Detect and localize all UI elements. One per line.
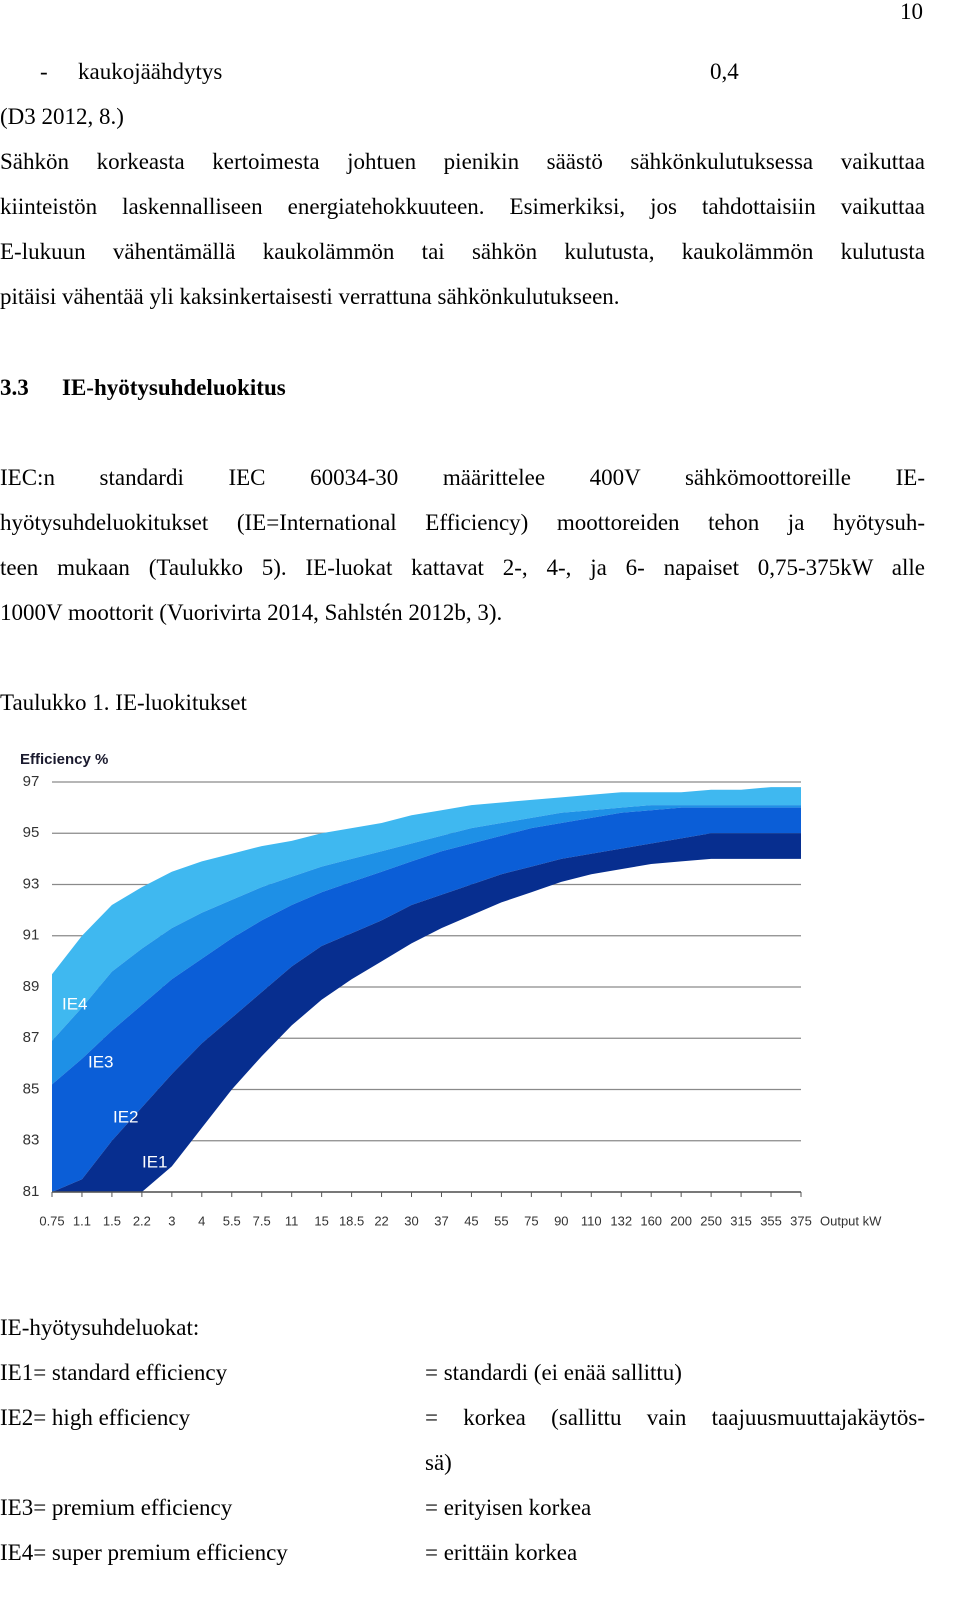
class-term: IE3= premium efficiency [0, 1495, 233, 1520]
paragraph-line: pitäisi vähentää yli kaksinkertaisesti v… [0, 284, 620, 309]
x-tick-label: 37 [434, 1213, 448, 1228]
paragraph-line: hyötysuhdeluokitukset (IE=International … [0, 510, 925, 535]
x-tick-label: 7.5 [253, 1213, 271, 1228]
band-label: IE3 [88, 1052, 114, 1071]
class-term: IE4= super premium efficiency [0, 1540, 288, 1565]
class-meaning: = korkea (sallittu vain taajuusmuuttajak… [425, 1405, 925, 1430]
paragraph-line: kiinteistön laskennalliseen energiatehok… [0, 194, 925, 219]
x-tick-label: 5.5 [223, 1213, 241, 1228]
classes-title: IE-hyötysuhdeluokat: [0, 1315, 200, 1340]
list-value: 0,4 [710, 59, 739, 84]
y-tick-label: 89 [23, 978, 40, 995]
x-tick-label: 2.2 [133, 1213, 151, 1228]
x-tick-label: 11 [285, 1213, 299, 1228]
x-tick-label: 18.5 [339, 1213, 364, 1228]
x-tick-label: 45 [464, 1213, 478, 1228]
list-label: kaukojäähdytys [78, 59, 223, 84]
y-tick-label: 85 [23, 1080, 40, 1097]
paragraph-line: teen mukaan (Taulukko 5). IE-luokat katt… [0, 555, 925, 580]
chart: Efficiency % Output kW 81 83 85 87 89 91 93 95 9… [20, 751, 882, 1228]
class-term: IE2= high efficiency [0, 1405, 191, 1430]
section-number: 3.3 [0, 375, 29, 400]
x-tick-label: 250 [700, 1213, 722, 1228]
y-tick-label: 97 [23, 773, 40, 790]
x-tick-label: 1.1 [73, 1213, 91, 1228]
section-title: IE-hyötysuhdeluokitus [62, 375, 286, 400]
x-tick-label: 315 [730, 1213, 752, 1228]
y-tick-label: 91 [23, 927, 40, 944]
x-tick-label: 75 [524, 1213, 538, 1228]
class-meaning: = erityisen korkea [425, 1495, 592, 1520]
efficiency-band [52, 833, 801, 1192]
x-tick-label: 22 [374, 1213, 388, 1228]
source: (D3 2012, 8.) [0, 104, 124, 129]
x-tick-label: 90 [554, 1213, 568, 1228]
x-tick-label: 355 [760, 1213, 782, 1228]
x-tick-label: 1.5 [103, 1213, 121, 1228]
paragraph-line: IEC:n standardi IEC 60034-30 määrittelee… [0, 465, 925, 490]
paragraph-line: E-lukuun vähentämällä kaukolämmön tai sä… [0, 239, 925, 264]
class-meaning: sä) [425, 1450, 452, 1475]
x-tick-label: 4 [198, 1213, 205, 1228]
efficiency-band [52, 787, 801, 1041]
y-tick-label: 81 [23, 1183, 40, 1200]
caption: Taulukko 1. IE-luokitukset [0, 690, 247, 715]
paragraph-line: 1000V moottorit (Vuorivirta 2014, Sahlst… [0, 600, 503, 625]
x-tick-label: 110 [581, 1213, 602, 1228]
x-tick-label: 3 [168, 1213, 175, 1228]
x-tick-label: 132 [610, 1213, 632, 1228]
class-meaning: = erittäin korkea [425, 1540, 578, 1565]
x-tick-label: 200 [670, 1213, 692, 1228]
x-axis-label: Output kW [820, 1213, 882, 1228]
x-tick-label: 160 [640, 1213, 662, 1228]
paragraph-line: Sähkön korkeasta kertoimesta johtuen pie… [0, 149, 925, 174]
y-axis-label: Efficiency % [20, 751, 108, 768]
y-tick-label: 83 [23, 1132, 40, 1149]
band-label: IE4 [62, 994, 88, 1013]
y-tick-label: 93 [23, 875, 40, 892]
page-number: 10 [900, 0, 923, 24]
class-meaning: = standardi (ei enää sallittu) [425, 1360, 682, 1385]
y-tick-label: 87 [23, 1029, 40, 1046]
class-term: IE1= standard efficiency [0, 1360, 228, 1385]
x-tick-label: 15 [314, 1213, 328, 1228]
y-tick-label: 95 [23, 824, 40, 841]
band-label: IE1 [142, 1152, 168, 1171]
x-tick-label: 30 [404, 1213, 418, 1228]
x-tick-label: 375 [790, 1213, 812, 1228]
efficiency-band [52, 807, 801, 1192]
x-tick-label: 55 [494, 1213, 508, 1228]
efficiency-band [52, 805, 801, 1085]
list-bullet: - [40, 59, 48, 84]
x-tick-label: 0.75 [39, 1213, 64, 1228]
band-label: IE2 [113, 1107, 139, 1126]
